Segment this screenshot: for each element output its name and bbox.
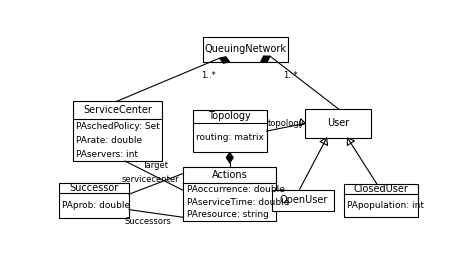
Text: OpenUser: OpenUser: [279, 195, 328, 205]
Polygon shape: [219, 57, 230, 63]
Text: PArate: double: PArate: double: [76, 136, 143, 145]
Text: Successor: Successor: [70, 183, 119, 193]
Text: topology: topology: [267, 119, 304, 128]
Text: 1..*: 1..*: [201, 71, 215, 80]
Text: 1..*: 1..*: [283, 71, 298, 80]
Bar: [305, 109, 371, 138]
Text: PAresource: string: PAresource: string: [187, 210, 269, 220]
Polygon shape: [261, 56, 270, 62]
Bar: [59, 183, 129, 218]
Text: Topology: Topology: [209, 111, 251, 121]
Polygon shape: [299, 119, 305, 126]
Text: PAschedPolicy: Set: PAschedPolicy: Set: [76, 122, 160, 131]
Text: PAprob: double: PAprob: double: [62, 201, 130, 210]
Text: PApopulation: int: PApopulation: int: [347, 201, 424, 210]
Bar: [193, 110, 266, 152]
Text: ClosedUser: ClosedUser: [354, 184, 408, 194]
Text: Actions: Actions: [212, 170, 247, 180]
Text: User: User: [327, 118, 349, 128]
Text: PAservers: int: PAservers: int: [76, 150, 138, 159]
Text: servicecenter: servicecenter: [121, 175, 179, 184]
Polygon shape: [347, 138, 355, 146]
Bar: [183, 167, 276, 221]
Text: PAoccurrence: double: PAoccurrence: double: [187, 185, 285, 194]
Text: PAserviceTime: double: PAserviceTime: double: [187, 198, 289, 207]
Polygon shape: [320, 138, 328, 146]
Text: QueuingNetwork: QueuingNetwork: [204, 44, 286, 54]
Bar: [273, 190, 334, 211]
Polygon shape: [226, 152, 233, 163]
Bar: [73, 101, 162, 161]
Text: ServiceCenter: ServiceCenter: [83, 105, 152, 115]
Bar: [202, 37, 288, 62]
Text: routing: matrix: routing: matrix: [196, 133, 264, 142]
Bar: [344, 184, 418, 217]
Text: Successors: Successors: [125, 217, 172, 227]
Text: Target: Target: [142, 161, 168, 170]
